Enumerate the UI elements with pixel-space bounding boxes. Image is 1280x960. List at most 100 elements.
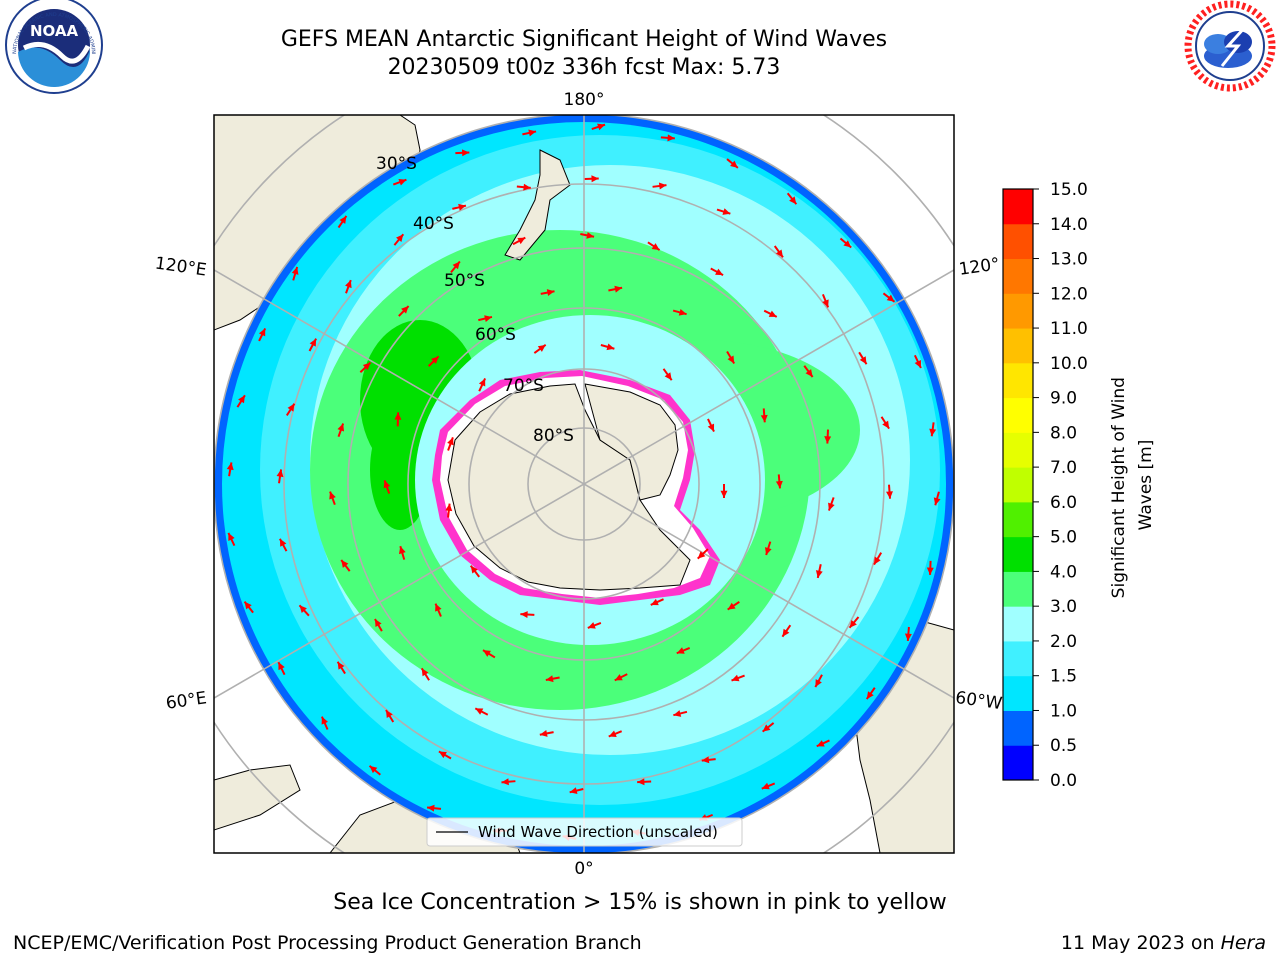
lat-label-40s: 40°S	[413, 214, 454, 234]
colorbar-segment	[1003, 223, 1033, 260]
colorbar-segment	[1003, 189, 1033, 225]
wind-arrow-head	[374, 618, 382, 627]
lat-label-30s: 30°S	[376, 154, 417, 174]
wind-arrow-head	[523, 183, 531, 191]
wind-arrow-head	[458, 203, 466, 211]
colorbar-segment	[1003, 293, 1033, 329]
colorbar-tick-label: 11.0	[1050, 319, 1088, 339]
wind-arrow-head	[278, 662, 285, 671]
colorbar-segment	[1003, 675, 1033, 711]
wind-arrow-head	[501, 778, 509, 786]
wind-arrow-head	[614, 285, 623, 293]
map-subtitle: 20230509 t00z 336h fcst Max: 5.73	[387, 55, 781, 80]
wind-arrow-head	[849, 620, 857, 628]
wind-arrow-head	[287, 403, 295, 412]
colorbar-tick-label: 1.5	[1050, 667, 1077, 687]
colorbar-tick-label: 12.0	[1050, 284, 1088, 304]
wind-arrow-head	[914, 359, 921, 368]
wind-arrow-head	[435, 603, 442, 612]
wind-arrow-head	[478, 378, 486, 387]
wind-arrow-head	[789, 196, 797, 205]
colorbar-label: Significant Height of Wind Waves [m]	[1109, 372, 1156, 599]
colorbar-tick-label: 7.0	[1050, 458, 1077, 478]
colorbar-tick-label: 0.0	[1050, 771, 1077, 791]
colorbar-tick-label: 8.0	[1050, 423, 1077, 443]
wind-arrow-head	[520, 611, 528, 619]
lat-label-50s: 50°S	[444, 271, 485, 291]
wind-arrow-head	[447, 437, 454, 446]
lon-label-120w: 120°	[958, 254, 1001, 280]
wind-arrow-head	[394, 412, 402, 420]
map-title: GEFS MEAN Antarctic Significant Height o…	[280, 27, 888, 52]
colorbar-tick-label: 5.0	[1050, 528, 1077, 548]
colorbar-tick-label: 9.0	[1050, 389, 1077, 409]
wind-arrow-head	[886, 294, 895, 302]
wind-arrow-head	[768, 310, 777, 317]
wind-arrows	[226, 123, 941, 841]
wind-arrow-head	[608, 730, 617, 737]
wind-arrow-head	[586, 231, 595, 239]
wind-arrow-head	[421, 668, 429, 677]
wind-arrow-head	[396, 234, 404, 243]
wind-arrow-head	[673, 710, 682, 717]
wind-arrow-head	[369, 765, 378, 774]
wind-arrow-head	[926, 567, 934, 575]
colorbar-tick-label: 14.0	[1050, 215, 1088, 235]
colorbar-segment	[1003, 710, 1033, 746]
lat-label-60s: 60°S	[475, 325, 516, 345]
wind-arrow-head	[606, 343, 615, 351]
legend-label: Wind Wave Direction (unscaled)	[478, 823, 718, 841]
wind-arrow-head	[279, 538, 287, 547]
wind-arrow-head	[321, 716, 328, 725]
colorbar-segment	[1003, 362, 1033, 399]
noaa-logo-text: NOAA	[30, 22, 79, 40]
wind-arrow-head	[650, 598, 659, 606]
wind-arrow-head	[775, 480, 783, 489]
wind-arrow-head	[720, 490, 728, 498]
sea-ice-caption: Sea Ice Concentration > 15% is shown in …	[333, 890, 947, 915]
wind-arrow-head	[398, 178, 407, 186]
wind-arrow-head	[258, 328, 266, 337]
wind-arrow-head	[651, 243, 660, 251]
wind-arrow-head	[475, 708, 484, 715]
wind-arrow-head	[882, 420, 890, 429]
wind-arrow-head	[816, 740, 825, 747]
wind-arrow-head	[843, 240, 852, 248]
wind-arrow-head	[701, 756, 710, 764]
colorbar-segment	[1003, 571, 1033, 607]
wind-arrow-head	[731, 674, 740, 682]
wind-arrow-head	[815, 679, 822, 688]
wind-arrow-head	[276, 469, 284, 478]
wind-arrow-head	[226, 462, 234, 471]
wind-arrow-head	[546, 289, 555, 297]
wind-arrow-head	[727, 355, 735, 364]
lon-label-180: 180°	[564, 90, 605, 110]
wind-arrow-head	[470, 565, 478, 574]
wind-arrow-head	[385, 710, 393, 718]
wind-arrow-head	[822, 299, 829, 308]
wind-arrow-head	[291, 266, 299, 275]
nws-logo	[1182, 0, 1278, 94]
wind-arrow-head	[775, 249, 783, 258]
wind-arrow-head	[762, 724, 771, 732]
lon-label-60e: 60°E	[165, 688, 208, 713]
wind-arrow-head	[539, 729, 548, 737]
map-frame	[213, 114, 955, 854]
lat-label-80s: 80°S	[533, 426, 574, 446]
colorbar-segment	[1003, 467, 1033, 503]
wind-arrow-head	[537, 344, 546, 352]
wind-arrow-head	[309, 338, 317, 347]
wind-arrow-head	[886, 491, 893, 499]
wind-arrow-head	[569, 787, 578, 794]
colorbar-segment	[1003, 745, 1033, 781]
colorbar-tick-label: 6.0	[1050, 493, 1077, 513]
wind-arrow-head	[697, 551, 706, 559]
wind-arrow-head	[727, 602, 736, 610]
wind-arrow-head	[238, 395, 245, 404]
wind-arrow-head	[401, 306, 409, 314]
colorbar-segment	[1003, 536, 1033, 572]
wind-arrow-head	[815, 570, 823, 578]
wind-arrow-head	[614, 674, 623, 681]
wind-arrow-head	[828, 502, 835, 511]
wind-arrow-head	[445, 503, 453, 512]
